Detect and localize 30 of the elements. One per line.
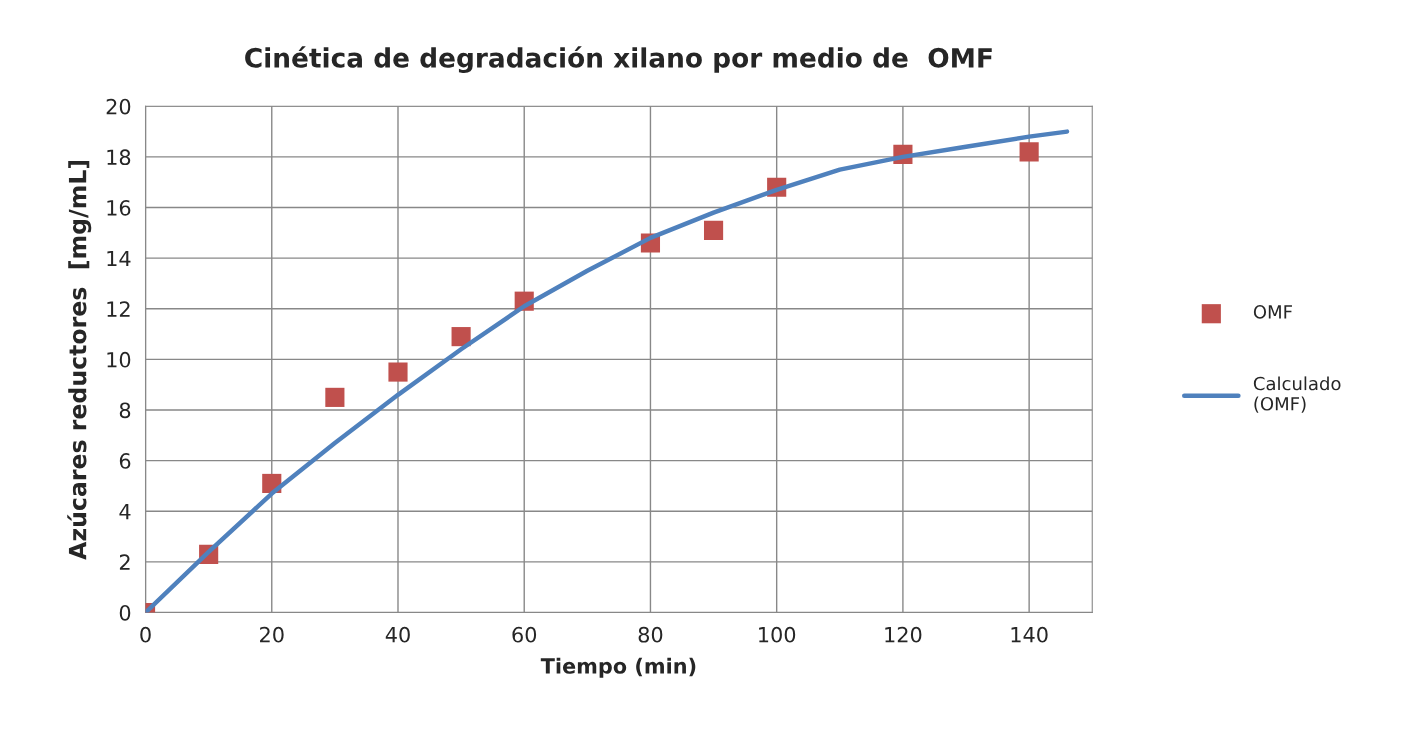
y-tick-label: 20: [106, 98, 131, 115]
y-tick-label: 14: [107, 250, 131, 267]
y-tick-label: 16: [107, 199, 131, 216]
y-tick-label: 8: [119, 402, 131, 419]
x-tick-label: 40: [385, 626, 410, 643]
y-tick-label: 12: [107, 301, 130, 317]
x-tick-label: 80: [638, 626, 663, 643]
y-tick-label: 6: [119, 453, 131, 469]
y-tick-label: 4: [119, 504, 131, 520]
chart-title: Cinética de degradación xilano por medio de OMF: [245, 46, 992, 74]
x-tick-label: 120: [885, 626, 922, 643]
y-tick-label: 10: [107, 351, 131, 368]
point: [325, 387, 345, 407]
point: [1019, 142, 1039, 162]
point: [703, 220, 724, 240]
point: [388, 362, 408, 382]
legend-label: OMF: [1253, 305, 1292, 319]
x-tick-label: 100: [759, 626, 796, 643]
x-axis-title: Tiempo (min): [540, 657, 696, 678]
legend-label: Calculado (OMF): [1253, 376, 1341, 413]
x-tick-label: 140: [1011, 626, 1048, 643]
x-tick-label: 20: [260, 626, 284, 643]
y-tick-label: 0: [119, 604, 131, 621]
line-series: [145, 129, 1070, 613]
y-tick-label: 18: [107, 149, 131, 166]
y-tick-label: 2: [119, 554, 130, 570]
point: [451, 327, 471, 347]
x-tick-label: 60: [512, 626, 537, 643]
x-tick-label: 0: [140, 626, 151, 643]
y-axis-title: Azúcares reductores [mg/mL]: [67, 160, 92, 560]
